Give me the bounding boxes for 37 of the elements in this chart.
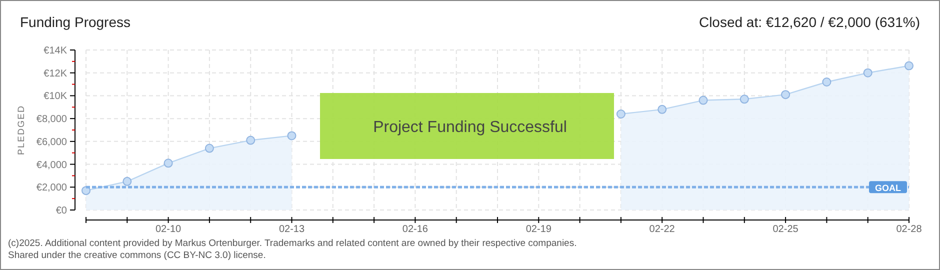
ref-line-label: GOAL (875, 183, 902, 194)
point (904, 61, 914, 70)
x-tick-label: 02-16 (402, 224, 428, 235)
text: (c)2025. Additional content provided by Markus Ortenburger. Trademarks and related content are owned by their respective companies. (8, 238, 577, 249)
point (204, 144, 214, 153)
point (122, 176, 132, 186)
y-tick-label: €10K (44, 91, 68, 102)
point (740, 94, 749, 104)
point (781, 90, 790, 100)
point (863, 68, 872, 78)
y-tick-label: €12K (44, 68, 68, 80)
y-tick-label: €4,000 (36, 160, 68, 171)
x-tick-label: 02-25 (772, 224, 799, 235)
text: Shared under the creative commons (CC BY-NC 3.0) license. (8, 250, 266, 261)
y-axis-title: PLEDGED (16, 104, 26, 156)
x-tick-label: 02-10 (156, 224, 182, 235)
point (698, 96, 708, 105)
y-tick-label: €8,000 (36, 114, 68, 126)
text: Closed at: €12,620 / €2,000 (631%) (698, 14, 920, 30)
x-tick-label: 02-28 (896, 224, 922, 235)
chart-title: Funding Progress (20, 14, 131, 30)
x-tick-label: 02-19 (526, 224, 552, 235)
banner: Project Funding Successful (320, 93, 614, 159)
x-tick-label: 02-22 (649, 224, 676, 235)
point (246, 136, 256, 145)
point (82, 186, 90, 196)
point (287, 131, 296, 140)
y-tick-label: €2,000 (36, 182, 68, 194)
y-tick-label: €14K (44, 46, 68, 56)
point (822, 78, 832, 86)
x-tick-label: 02-13 (278, 224, 305, 235)
y-tick-label: €6,000 (36, 136, 68, 148)
annotation: Project Funding Successful (373, 119, 567, 136)
y-tick-label: €0 (56, 206, 68, 216)
point (164, 158, 173, 168)
point (658, 104, 667, 114)
point (616, 110, 626, 118)
